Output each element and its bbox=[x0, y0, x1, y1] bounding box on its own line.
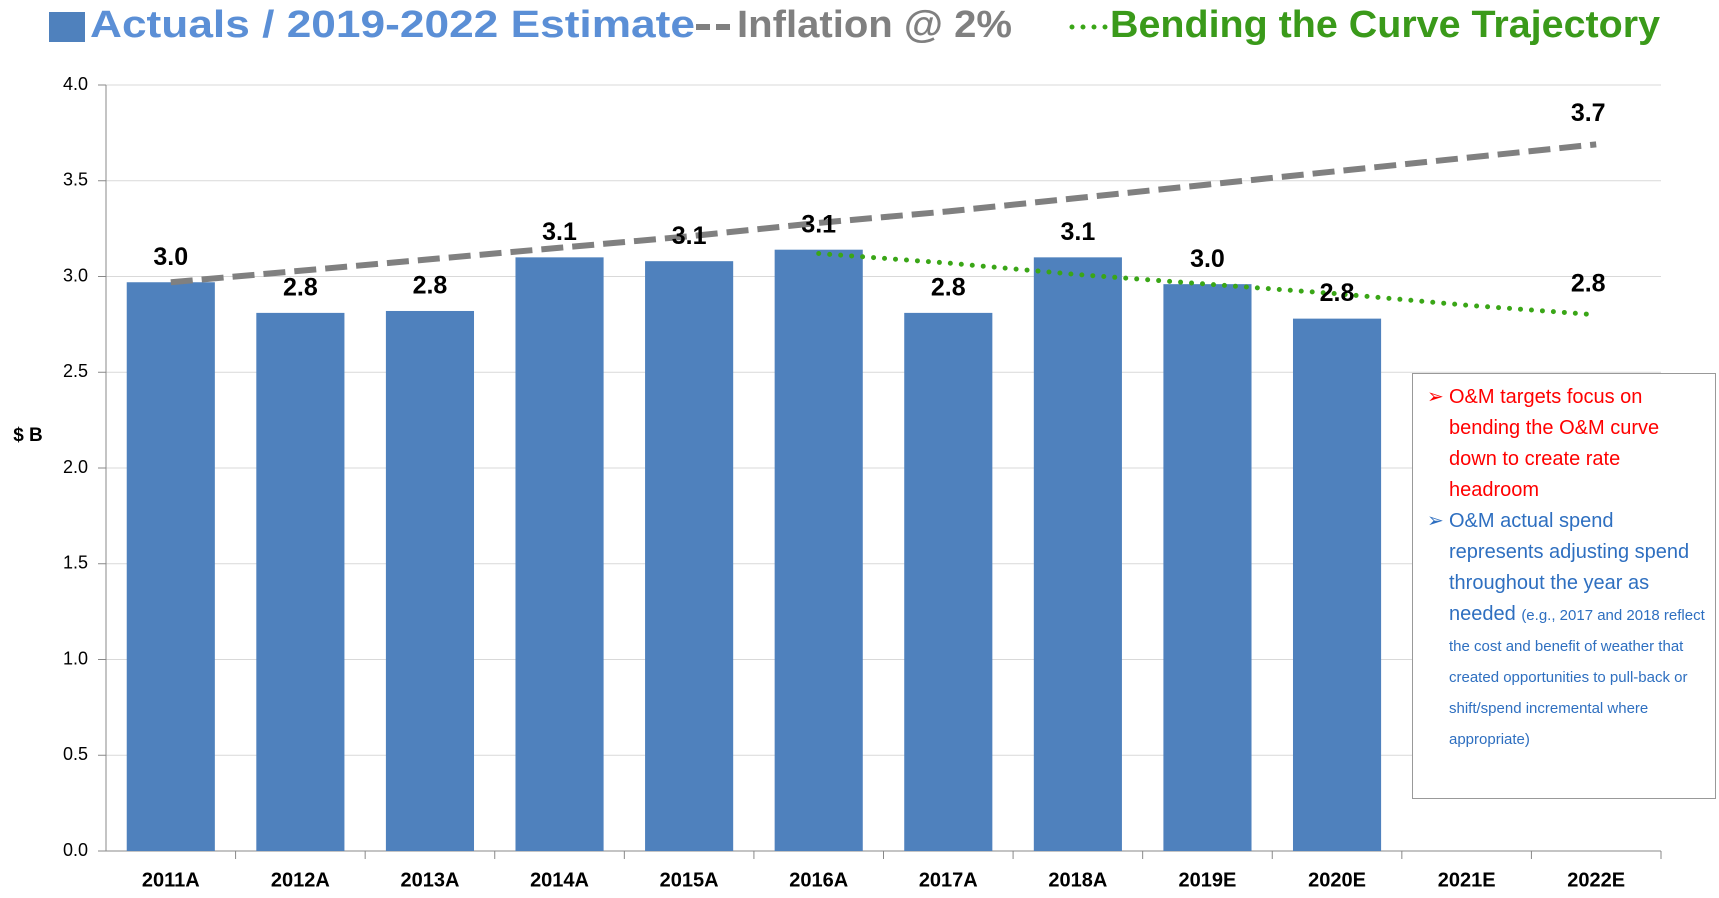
y-tick-label: 4.0 bbox=[63, 74, 88, 94]
y-tick-label: 1.5 bbox=[63, 553, 88, 573]
bar bbox=[515, 257, 604, 852]
bar bbox=[774, 249, 863, 851]
note: O&M actual spend represents adjusting sp… bbox=[1427, 506, 1707, 754]
data-label: 2.8 bbox=[283, 273, 318, 301]
data-label: 2.8 bbox=[1320, 279, 1355, 307]
legend-label: Actuals / 2019-2022 Estimate bbox=[90, 4, 695, 46]
data-label: 2.8 bbox=[413, 272, 448, 300]
y-tick-label: 3.5 bbox=[63, 170, 88, 190]
x-tick-label: 2017A bbox=[919, 869, 978, 891]
x-tick-label: 2019E bbox=[1179, 869, 1237, 891]
y-tick-label: 2.0 bbox=[63, 457, 88, 477]
bar bbox=[126, 282, 215, 851]
y-axis-label: $ B bbox=[13, 425, 43, 446]
data-label: 2.8 bbox=[1571, 269, 1606, 297]
x-tick-label: 2022E bbox=[1567, 869, 1625, 891]
x-tick-label: 2012A bbox=[271, 869, 330, 891]
x-tick-label: 2016A bbox=[789, 869, 848, 891]
y-tick-label: 3.0 bbox=[63, 265, 88, 285]
y-tick-label: 0.0 bbox=[63, 840, 88, 860]
bar bbox=[1292, 318, 1382, 851]
bar bbox=[645, 261, 734, 851]
y-tick-label: 2.5 bbox=[63, 361, 88, 381]
note-text: O&M actual spend represents adjusting sp… bbox=[1449, 510, 1690, 625]
x-tick-label: 2011A bbox=[142, 869, 200, 891]
x-tick-label: 2018A bbox=[1048, 869, 1107, 891]
bar bbox=[1163, 284, 1252, 851]
bar bbox=[256, 312, 345, 851]
note: O&M targets focus on bending the O&M cur… bbox=[1427, 382, 1707, 506]
data-label: 3.1 bbox=[542, 218, 577, 246]
line-series bbox=[170, 141, 1597, 286]
data-label: 3.1 bbox=[672, 222, 707, 250]
x-tick-label: 2013A bbox=[400, 869, 459, 891]
y-tick-label: 1.0 bbox=[63, 648, 88, 668]
x-tick-label: 2014A bbox=[530, 869, 589, 891]
note-detail: (e.g., 2017 and 2018 reflect the cost an… bbox=[1449, 607, 1705, 748]
data-label: 3.1 bbox=[801, 210, 836, 238]
data-label: 2.8 bbox=[931, 273, 966, 301]
x-tick-label: 2020E bbox=[1308, 869, 1366, 891]
legend-label: Bending the Curve Trajectory bbox=[1110, 4, 1660, 46]
bar bbox=[1033, 257, 1122, 852]
x-tick-label: 2021E bbox=[1438, 869, 1496, 891]
data-label: 3.0 bbox=[1190, 245, 1225, 273]
y-tick-label: 0.5 bbox=[63, 744, 88, 764]
line-series bbox=[816, 251, 1599, 318]
legend-swatch bbox=[49, 12, 85, 42]
bar bbox=[904, 312, 993, 851]
legend-label: Inflation @ 2% bbox=[737, 4, 1012, 46]
annotation-box: O&M targets focus on bending the O&M cur… bbox=[1412, 373, 1716, 799]
data-label: 3.7 bbox=[1571, 99, 1606, 127]
bar bbox=[385, 310, 475, 852]
data-label: 3.0 bbox=[153, 243, 188, 271]
x-tick-label: 2015A bbox=[660, 869, 719, 891]
data-label: 3.1 bbox=[1060, 218, 1095, 246]
note-text: O&M targets focus on bending the O&M cur… bbox=[1449, 386, 1660, 501]
